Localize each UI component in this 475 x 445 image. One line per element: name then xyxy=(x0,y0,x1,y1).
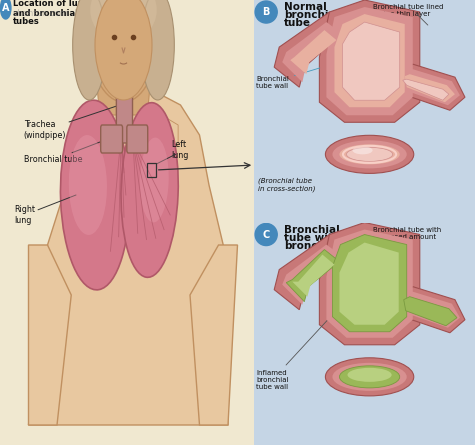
Text: tube: tube xyxy=(284,18,311,28)
Circle shape xyxy=(0,0,11,19)
Polygon shape xyxy=(403,291,460,328)
Polygon shape xyxy=(274,12,350,87)
Ellipse shape xyxy=(121,103,178,277)
Ellipse shape xyxy=(352,146,372,154)
Ellipse shape xyxy=(89,0,158,102)
Text: Right
lung: Right lung xyxy=(14,195,76,225)
Polygon shape xyxy=(282,245,342,305)
Polygon shape xyxy=(332,235,407,332)
Ellipse shape xyxy=(140,138,169,222)
Circle shape xyxy=(255,1,277,23)
Text: B: B xyxy=(263,7,270,17)
Polygon shape xyxy=(290,30,336,74)
Polygon shape xyxy=(399,287,465,333)
Polygon shape xyxy=(340,243,399,325)
Polygon shape xyxy=(282,22,342,82)
Text: bronchial: bronchial xyxy=(284,10,340,20)
FancyBboxPatch shape xyxy=(101,125,123,153)
Text: tube with: tube with xyxy=(284,233,341,243)
Polygon shape xyxy=(319,0,420,122)
Text: tubes: tubes xyxy=(13,17,40,27)
Text: bronchitis: bronchitis xyxy=(284,241,343,251)
FancyBboxPatch shape xyxy=(116,67,133,143)
Ellipse shape xyxy=(325,358,414,396)
Bar xyxy=(147,163,156,177)
Polygon shape xyxy=(286,250,340,302)
Text: Bronchial tube with
increased amount
of mucus: Bronchial tube with increased amount of … xyxy=(372,227,441,247)
Polygon shape xyxy=(145,105,178,165)
Ellipse shape xyxy=(340,366,399,388)
Polygon shape xyxy=(292,255,334,297)
Ellipse shape xyxy=(73,0,106,100)
Text: Inflamed
bronchial
tube wall: Inflamed bronchial tube wall xyxy=(256,317,331,390)
Text: (Bronchial tube
in cross-section): (Bronchial tube in cross-section) xyxy=(258,177,316,191)
Ellipse shape xyxy=(348,368,392,382)
Text: A: A xyxy=(2,3,10,13)
Ellipse shape xyxy=(325,135,414,174)
Polygon shape xyxy=(319,222,420,345)
Polygon shape xyxy=(399,64,465,110)
Ellipse shape xyxy=(141,0,174,100)
Polygon shape xyxy=(326,230,413,338)
Polygon shape xyxy=(95,65,152,115)
Text: zhentun.com: zhentun.com xyxy=(13,8,68,17)
Ellipse shape xyxy=(95,0,152,100)
Text: Bronchial
tube wall: Bronchial tube wall xyxy=(256,68,320,89)
Circle shape xyxy=(255,223,277,246)
Ellipse shape xyxy=(340,144,399,164)
Text: C: C xyxy=(263,230,270,239)
Ellipse shape xyxy=(69,135,107,235)
Text: and bronchial: and bronchial xyxy=(13,8,78,17)
Polygon shape xyxy=(404,297,457,326)
Ellipse shape xyxy=(87,0,161,55)
Polygon shape xyxy=(326,7,413,115)
Text: Trachea
(windpipe): Trachea (windpipe) xyxy=(24,105,120,140)
Text: Left
lung: Left lung xyxy=(171,140,189,160)
Text: Bronchial: Bronchial xyxy=(284,225,340,235)
Text: Location of lungs: Location of lungs xyxy=(13,0,95,8)
Polygon shape xyxy=(403,79,449,100)
Polygon shape xyxy=(334,14,405,107)
Text: Bronchial tube: Bronchial tube xyxy=(24,137,113,165)
Polygon shape xyxy=(74,105,102,165)
Ellipse shape xyxy=(60,100,130,290)
Text: Normal: Normal xyxy=(284,2,327,12)
Ellipse shape xyxy=(332,140,407,168)
Polygon shape xyxy=(405,74,455,102)
Polygon shape xyxy=(190,245,238,425)
Polygon shape xyxy=(274,235,350,310)
Ellipse shape xyxy=(332,363,407,391)
Polygon shape xyxy=(28,85,228,425)
Polygon shape xyxy=(342,22,399,100)
FancyBboxPatch shape xyxy=(127,125,148,153)
Text: Bronchial tube lined
with a thin layer
of mucus: Bronchial tube lined with a thin layer o… xyxy=(372,4,443,24)
Ellipse shape xyxy=(90,0,157,43)
Polygon shape xyxy=(28,245,71,425)
Ellipse shape xyxy=(346,147,393,162)
Polygon shape xyxy=(403,69,460,105)
